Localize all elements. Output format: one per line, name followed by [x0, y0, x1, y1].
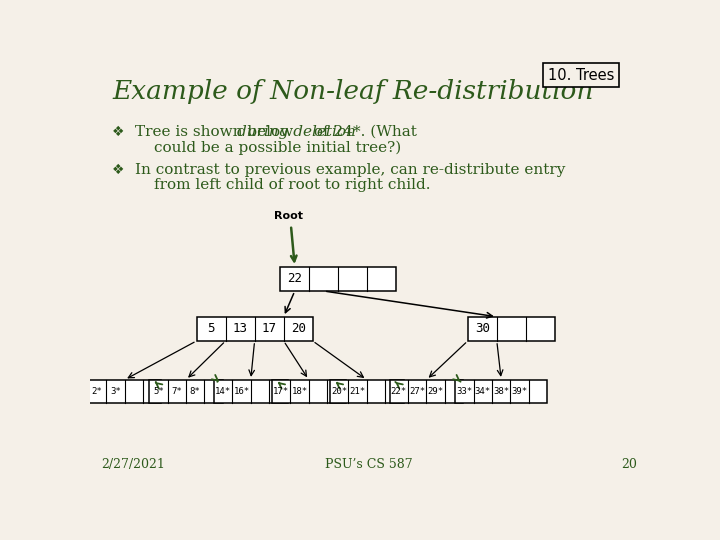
Bar	[280, 267, 396, 291]
Text: 14*: 14*	[215, 387, 231, 396]
Text: 21*: 21*	[349, 387, 366, 396]
Text: 20*: 20*	[331, 387, 347, 396]
Text: 7*: 7*	[171, 387, 182, 396]
Text: 5*: 5*	[153, 387, 163, 396]
Text: 17*: 17*	[273, 387, 289, 396]
Bar	[330, 380, 404, 403]
Text: 18*: 18*	[292, 387, 307, 396]
Text: Example of Non-leaf Re-distribution: Example of Non-leaf Re-distribution	[112, 79, 594, 104]
Text: during deletion: during deletion	[237, 125, 356, 139]
Text: 27*: 27*	[409, 387, 426, 396]
Bar	[272, 380, 346, 403]
Bar	[197, 317, 312, 341]
Text: 20: 20	[291, 322, 305, 335]
Text: 20: 20	[621, 458, 637, 471]
Text: ❖: ❖	[112, 163, 125, 177]
Text: of 24*. (What: of 24*. (What	[310, 125, 417, 139]
Text: 2/27/2021: 2/27/2021	[101, 458, 165, 471]
Text: 29*: 29*	[428, 387, 444, 396]
Text: 34*: 34*	[474, 387, 491, 396]
Text: 16*: 16*	[233, 387, 250, 396]
Text: 38*: 38*	[493, 387, 509, 396]
Bar	[88, 380, 161, 403]
Text: 13: 13	[233, 322, 248, 335]
Bar	[468, 317, 555, 341]
Bar	[390, 380, 463, 403]
Bar	[214, 380, 287, 403]
Bar	[455, 380, 547, 403]
Text: ❖: ❖	[112, 125, 125, 139]
Text: 5: 5	[207, 322, 215, 335]
Text: 33*: 33*	[456, 387, 472, 396]
Text: In contrast to previous example, can re-distribute entry: In contrast to previous example, can re-…	[135, 163, 565, 177]
Text: PSU’s CS 587: PSU’s CS 587	[325, 458, 413, 471]
Text: Root: Root	[274, 211, 302, 221]
Text: 8*: 8*	[190, 387, 201, 396]
Text: 10. Trees: 10. Trees	[548, 68, 614, 83]
Text: 39*: 39*	[512, 387, 528, 396]
Text: 2*: 2*	[91, 387, 102, 396]
Text: 30: 30	[474, 322, 490, 335]
Text: Tree is shown below: Tree is shown below	[135, 125, 297, 139]
Text: 22: 22	[287, 273, 302, 286]
Text: 22*: 22*	[391, 387, 407, 396]
Text: 3*: 3*	[110, 387, 121, 396]
Text: from left child of root to right child.: from left child of root to right child.	[154, 178, 431, 192]
Text: 17: 17	[261, 322, 276, 335]
Text: could be a possible initial tree?): could be a possible initial tree?)	[154, 140, 402, 155]
Bar	[149, 380, 222, 403]
